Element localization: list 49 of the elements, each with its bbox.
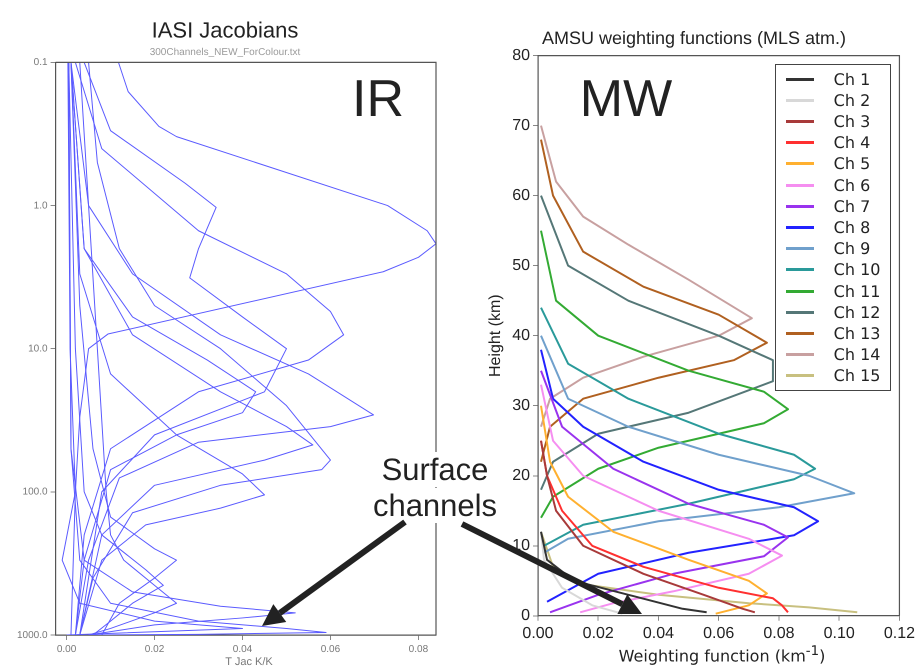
y-tick-label: 10.0 xyxy=(28,343,48,354)
legend-label: Ch 4 xyxy=(834,133,870,152)
legend-label: Ch 3 xyxy=(834,112,870,132)
y-tick-label: 1000.0 xyxy=(16,630,48,641)
y-axis-title: Height (km) xyxy=(487,294,504,378)
x-tick-label: 0.08 xyxy=(763,624,795,642)
legend-label: Ch 2 xyxy=(834,90,870,110)
y-tick-label: 0.1 xyxy=(34,57,48,68)
x-tick-label: 0.04 xyxy=(232,644,253,655)
x-axis-title: T Jac K/K xyxy=(224,656,274,668)
y-tick-label: 0 xyxy=(521,607,530,624)
x-tick-label: 0.10 xyxy=(824,624,855,642)
annotation: Surface channels xyxy=(372,452,498,523)
legend-label: Ch 8 xyxy=(834,218,870,237)
y-tick-label: 60 xyxy=(512,187,530,204)
x-tick-label: 0.00 xyxy=(56,644,77,655)
chart-title: IASI Jacobians xyxy=(152,17,298,42)
legend-label: Ch 10 xyxy=(834,260,880,280)
chart-title: AMSU weighting functions (MLS atm.) xyxy=(542,28,846,48)
legend-label: Ch 6 xyxy=(834,176,870,195)
x-tick-label: 0.00 xyxy=(522,624,554,642)
legend-label: Ch 7 xyxy=(834,196,870,216)
legend-label: Ch 9 xyxy=(834,239,870,258)
legend-label: Ch 13 xyxy=(834,324,880,343)
y-tick-label: 40 xyxy=(512,327,530,344)
y-tick-label: 70 xyxy=(512,117,530,134)
y-tick-label: 30 xyxy=(512,397,530,414)
x-axis-title: Weighting function (km$^{-1}$) xyxy=(618,644,826,666)
annotation: IR xyxy=(352,70,404,128)
legend-label: Ch 11 xyxy=(834,282,880,301)
y-tick-label: 50 xyxy=(512,257,530,274)
legend-label: Ch 14 xyxy=(834,345,880,364)
x-tick-label: 0.12 xyxy=(884,624,916,642)
annotation: MW xyxy=(580,70,672,128)
y-tick-label: 1.0 xyxy=(34,200,48,212)
legend-label: Ch 15 xyxy=(834,366,880,386)
x-tick-label: 0.02 xyxy=(582,624,614,642)
x-tick-label: 0.08 xyxy=(408,644,429,655)
legend-label: Ch 1 xyxy=(834,70,870,89)
y-tick-label: 100.0 xyxy=(22,486,48,498)
x-tick-label: 0.04 xyxy=(642,624,674,642)
y-tick-label: 80 xyxy=(512,47,530,64)
legend-label: Ch 5 xyxy=(834,154,870,174)
x-tick-label: 0.06 xyxy=(320,644,341,655)
x-tick-label: 0.06 xyxy=(703,624,734,642)
legend-label: Ch 12 xyxy=(834,302,880,322)
x-tick-label: 0.02 xyxy=(144,644,165,655)
chart-subtitle: 300Channels_NEW_ForColour.txt xyxy=(150,47,301,58)
y-tick-label: 20 xyxy=(512,467,530,484)
